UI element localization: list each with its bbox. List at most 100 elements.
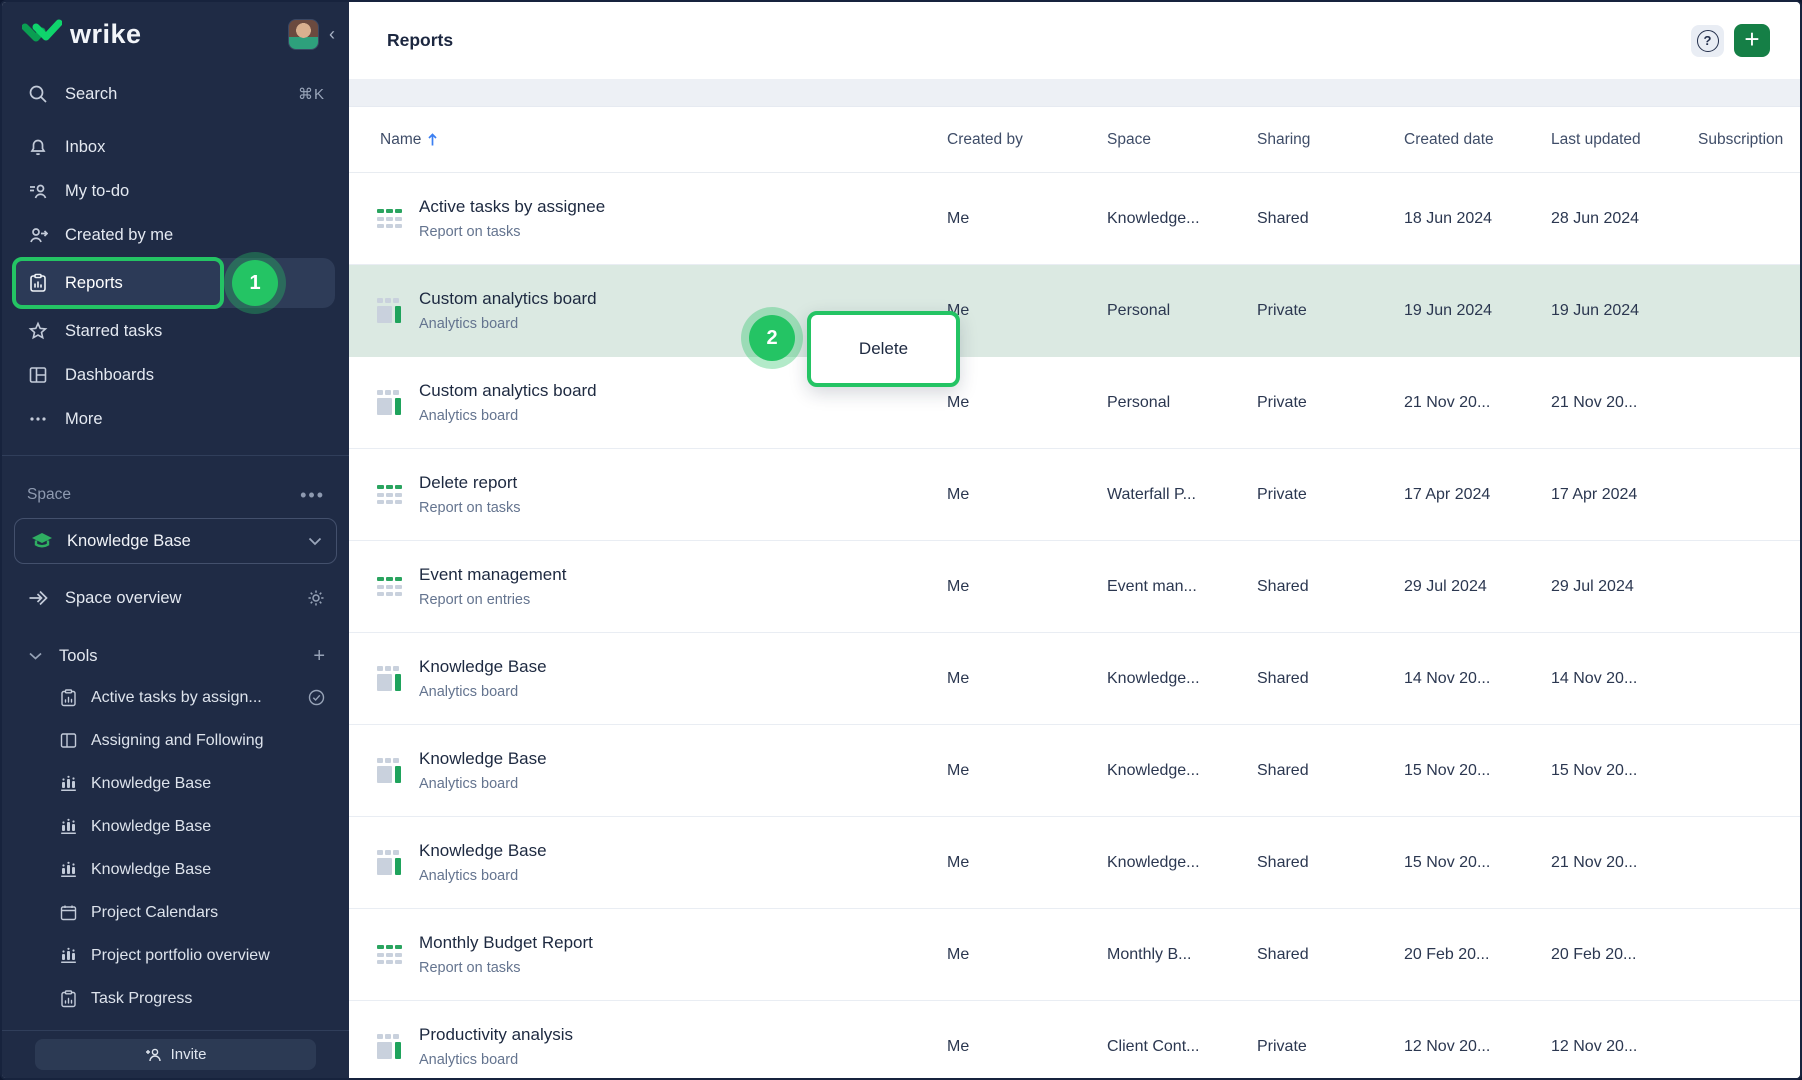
cell-last-updated: 17 Apr 2024	[1551, 485, 1638, 503]
cell-last-updated: 14 Nov 20...	[1551, 669, 1638, 687]
table-row[interactable]: Knowledge Base Analytics board Me Knowle…	[349, 633, 1800, 725]
table-row[interactable]: Productivity analysis Analytics board Me…	[349, 1001, 1800, 1078]
tools-section-header[interactable]: Tools +	[2, 636, 349, 676]
cell-sharing: Shared	[1257, 669, 1309, 687]
tool-item-label: Task Progress	[91, 989, 193, 1007]
report-title[interactable]: Knowledge Base	[419, 657, 547, 676]
table-row[interactable]: Monthly Budget Report Report on tasks Me…	[349, 909, 1800, 1001]
column-header-name[interactable]: Name	[349, 131, 947, 149]
help-button[interactable]: ?	[1691, 24, 1724, 57]
report-title[interactable]: Active tasks by assignee	[419, 197, 606, 216]
space-selector-value: Knowledge Base	[67, 531, 191, 550]
cell-created-date: 17 Apr 2024	[1404, 485, 1491, 503]
column-header-created-date[interactable]: Created date	[1404, 130, 1494, 148]
table-row[interactable]: Knowledge Base Analytics board Me Knowle…	[349, 817, 1800, 909]
report-grid-icon	[377, 574, 403, 600]
tool-item-knowledge-base-3[interactable]: Knowledge Base	[2, 848, 349, 891]
analytics-board-icon	[377, 1033, 403, 1060]
report-title[interactable]: Knowledge Base	[419, 749, 547, 768]
gear-icon[interactable]	[307, 589, 325, 607]
wrike-logo[interactable]: wrike	[22, 19, 142, 50]
table-row[interactable]: Event management Report on entries Me Ev…	[349, 541, 1800, 633]
cell-created-by: Me	[947, 1037, 970, 1055]
avatar[interactable]	[288, 18, 319, 50]
delete-menu-item[interactable]: Delete	[807, 311, 960, 387]
tool-item-active-tasks[interactable]: Active tasks by assign...	[2, 676, 349, 719]
cell-space: Client Cont...	[1107, 1037, 1200, 1055]
table-row-selected[interactable]: Custom analytics board Analytics board M…	[349, 265, 1800, 357]
cell-space: Knowledge...	[1107, 209, 1200, 227]
person-arrow-icon	[27, 225, 48, 245]
sidebar: wrike ‹ Search ⌘K Inbox	[2, 2, 349, 1078]
search-icon	[27, 84, 48, 104]
question-mark-icon: ?	[1696, 29, 1719, 52]
cell-sharing: Shared	[1257, 209, 1309, 227]
sidebar-item-space-overview[interactable]: Space overview	[2, 576, 349, 620]
sidebar-item-starred-tasks[interactable]: Starred tasks	[2, 309, 349, 353]
report-title[interactable]: Custom analytics board	[419, 381, 597, 400]
step2-badge: 2	[749, 315, 795, 361]
sidebar-item-inbox[interactable]: Inbox	[2, 125, 349, 169]
toolbar-strip	[349, 79, 1800, 107]
report-title[interactable]: Custom analytics board	[419, 289, 597, 308]
sidebar-item-label: Dashboards	[65, 365, 154, 384]
space-selector[interactable]: Knowledge Base	[14, 518, 337, 564]
sidebar-item-reports[interactable]: Reports	[12, 257, 224, 309]
cell-created-date: 19 Jun 2024	[1404, 301, 1493, 319]
tool-item-project-portfolio[interactable]: Project portfolio overview	[2, 934, 349, 977]
cell-created-date: 15 Nov 20...	[1404, 761, 1491, 779]
space-more-icon[interactable]: •••	[300, 484, 325, 505]
bar-chart-icon	[59, 775, 77, 792]
tool-item-task-progress[interactable]: Task Progress	[2, 977, 349, 1020]
report-title[interactable]: Event management	[419, 565, 567, 584]
space-overview-arrow-icon	[27, 588, 48, 608]
tool-item-knowledge-base-1[interactable]: Knowledge Base	[2, 762, 349, 805]
cell-sharing: Private	[1257, 393, 1307, 411]
tool-item-knowledge-base-2[interactable]: Knowledge Base	[2, 805, 349, 848]
table-row[interactable]: Knowledge Base Analytics board Me Knowle…	[349, 725, 1800, 817]
table-row[interactable]: Custom analytics board Analytics board M…	[349, 357, 1800, 449]
column-header-sharing[interactable]: Sharing	[1257, 130, 1311, 148]
report-title[interactable]: Delete report	[419, 473, 518, 492]
create-report-button[interactable]: +	[1734, 24, 1770, 57]
table-row[interactable]: Delete report Report on tasks Me Waterfa…	[349, 449, 1800, 541]
report-subtitle: Analytics board	[419, 408, 519, 424]
bar-chart-icon	[59, 861, 77, 878]
tool-item-label: Project portfolio overview	[91, 946, 270, 964]
sidebar-item-search[interactable]: Search ⌘K	[2, 72, 349, 116]
table-row[interactable]: Active tasks by assignee Report on tasks…	[349, 173, 1800, 265]
sidebar-item-reports-wrap: Reports 1	[2, 252, 349, 314]
column-header-last-updated[interactable]: Last updated	[1551, 130, 1641, 148]
column-header-space[interactable]: Space	[1107, 130, 1151, 148]
cell-space: Knowledge...	[1107, 669, 1200, 687]
report-subtitle: Report on tasks	[419, 500, 521, 516]
sidebar-item-my-todo[interactable]: My to-do	[2, 169, 349, 213]
invite-button[interactable]: Invite	[35, 1039, 316, 1070]
sidebar-item-more[interactable]: More	[2, 397, 349, 441]
cell-last-updated: 21 Nov 20...	[1551, 853, 1638, 871]
cell-created-by: Me	[947, 853, 970, 871]
report-title[interactable]: Productivity analysis	[419, 1025, 574, 1044]
star-icon	[27, 321, 48, 341]
cell-created-by: Me	[947, 669, 970, 687]
column-header-subscription[interactable]: Subscription	[1698, 130, 1784, 148]
tool-item-assigning-following[interactable]: Assigning and Following	[2, 719, 349, 762]
collapse-sidebar-icon[interactable]: ‹	[329, 23, 335, 44]
add-tool-icon[interactable]: +	[313, 644, 325, 667]
cell-space: Knowledge...	[1107, 853, 1200, 871]
column-header-created-by[interactable]: Created by	[947, 130, 1023, 148]
report-title[interactable]: Monthly Budget Report	[419, 933, 593, 952]
report-subtitle: Analytics board	[419, 1052, 519, 1068]
clipboard-chart-icon	[59, 688, 77, 707]
cell-space: Monthly B...	[1107, 945, 1192, 963]
report-title[interactable]: Knowledge Base	[419, 841, 547, 860]
tool-item-label: Active tasks by assign...	[91, 688, 262, 706]
bell-icon	[27, 137, 48, 157]
sidebar-item-dashboards[interactable]: Dashboards	[2, 353, 349, 397]
sidebar-item-created-by-me[interactable]: Created by me	[2, 213, 349, 257]
analytics-board-icon	[377, 665, 403, 692]
tool-item-project-calendars[interactable]: Project Calendars	[2, 891, 349, 934]
sidebar-item-label: Search	[65, 84, 118, 103]
cell-last-updated: 20 Feb 20...	[1551, 945, 1637, 963]
cell-created-date: 20 Feb 20...	[1404, 945, 1490, 963]
